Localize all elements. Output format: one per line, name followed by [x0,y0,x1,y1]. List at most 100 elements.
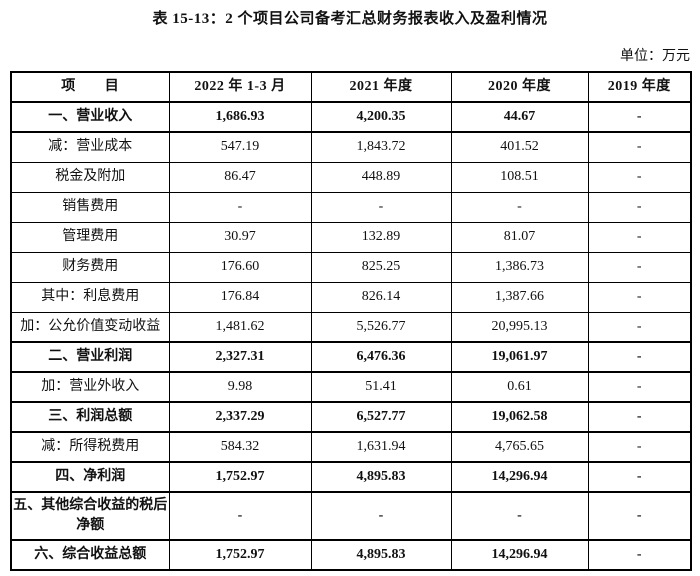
cell-value: - [168,191,312,223]
row-label: 其中：利息费用 [10,281,170,313]
financial-summary-table: 项 目 2022 年 1-3 月 2021 年度 2020 年度 2019 年度… [10,71,692,571]
row-label: 六、综合收益总额 [10,539,170,571]
cell-value: 4,895.83 [310,539,452,571]
cell-value: 176.84 [168,281,312,313]
cell-value: 1,387.66 [450,281,589,313]
cell-value: 14,296.94 [450,539,589,571]
table-row-other-comprehensive-income: 五、其他综合收益的税后净额 - - - - [10,491,692,541]
row-label: 减：所得税费用 [10,431,170,463]
cell-value: - [587,461,692,493]
row-label: 加：营业外收入 [10,371,170,403]
cell-value: 30.97 [168,221,312,253]
cell-value: 14,296.94 [450,461,589,493]
table-title: 表 15-13：2 个项目公司备考汇总财务报表收入及盈利情况 [152,11,548,27]
cell-value: 0.61 [450,371,589,403]
row-label: 加：公允价值变动收益 [10,311,170,343]
table-row-total-comprehensive-income: 六、综合收益总额 1,752.97 4,895.83 14,296.94 - [10,539,692,571]
cell-value: - [587,101,692,133]
cell-value: 547.19 [168,131,312,163]
cell-value: - [310,491,452,541]
cell-value: 826.14 [310,281,452,313]
cell-value: - [587,431,692,463]
cell-value: 1,843.72 [310,131,452,163]
row-label: 四、净利润 [10,461,170,493]
cell-value: - [587,161,692,193]
cell-value: - [587,401,692,433]
cell-value: - [587,221,692,253]
cell-value: 20,995.13 [450,311,589,343]
table-row-interest-expense: 其中：利息费用 176.84 826.14 1,387.66 - [10,281,692,313]
row-label: 管理费用 [10,221,170,253]
cell-value: 4,200.35 [310,101,452,133]
cell-value: - [587,491,692,541]
cell-value: 81.07 [450,221,589,253]
table-row-selling-expenses: 销售费用 - - - - [10,191,692,223]
cell-value: 6,527.77 [310,401,452,433]
cell-value: - [587,251,692,283]
cell-value: 44.67 [450,101,589,133]
table-row-operating-profit: 二、营业利润 2,327.31 6,476.36 19,061.97 - [10,341,692,373]
row-label: 三、利润总额 [10,401,170,433]
cell-value: 108.51 [450,161,589,193]
row-label: 减：营业成本 [10,131,170,163]
cell-value: - [587,191,692,223]
cell-value: 448.89 [310,161,452,193]
cell-value: 1,686.93 [168,101,312,133]
cell-value: 6,476.36 [310,341,452,373]
table-row-operating-revenue: 一、营业收入 1,686.93 4,200.35 44.67 - [10,101,692,133]
cell-value: 825.25 [310,251,452,283]
table-row-total-profit: 三、利润总额 2,337.29 6,527.77 19,062.58 - [10,401,692,433]
cell-value: 1,752.97 [168,539,312,571]
table-row-income-tax: 减：所得税费用 584.32 1,631.94 4,765.65 - [10,431,692,463]
table-row-operating-cost: 减：营业成本 547.19 1,843.72 401.52 - [10,131,692,163]
row-label: 销售费用 [10,191,170,223]
row-label: 二、营业利润 [10,341,170,373]
table-row-non-operating-income: 加：营业外收入 9.98 51.41 0.61 - [10,371,692,403]
cell-value: 4,895.83 [310,461,452,493]
row-label: 一、营业收入 [10,101,170,133]
cell-value: - [310,191,452,223]
cell-value: - [587,371,692,403]
row-label: 税金及附加 [10,161,170,193]
column-header-2019: 2019 年度 [587,71,692,103]
cell-value: - [587,311,692,343]
table-row-finance-expenses: 财务费用 176.60 825.25 1,386.73 - [10,251,692,283]
header-row: 项 目 2022 年 1-3 月 2021 年度 2020 年度 2019 年度 [10,71,692,103]
cell-value: 51.41 [310,371,452,403]
cell-value: 1,752.97 [168,461,312,493]
cell-value: 5,526.77 [310,311,452,343]
cell-value: 86.47 [168,161,312,193]
table-row-taxes-surcharges: 税金及附加 86.47 448.89 108.51 - [10,161,692,193]
cell-value: 584.32 [168,431,312,463]
table-row-net-profit: 四、净利润 1,752.97 4,895.83 14,296.94 - [10,461,692,493]
cell-value: 4,765.65 [450,431,589,463]
cell-value: 1,481.62 [168,311,312,343]
cell-value: - [587,131,692,163]
cell-value: - [168,491,312,541]
row-label: 五、其他综合收益的税后净额 [10,491,170,541]
cell-value: - [587,341,692,373]
cell-value: 19,061.97 [450,341,589,373]
cell-value: 132.89 [310,221,452,253]
column-header-2020: 2020 年度 [450,71,589,103]
cell-value: - [450,191,589,223]
row-label: 财务费用 [10,251,170,283]
column-header-item: 项 目 [10,71,170,103]
cell-value: 19,062.58 [450,401,589,433]
cell-value: 2,327.31 [168,341,312,373]
column-header-2022q1: 2022 年 1-3 月 [168,71,312,103]
cell-value: 401.52 [450,131,589,163]
cell-value: 9.98 [168,371,312,403]
cell-value: 176.60 [168,251,312,283]
cell-value: 2,337.29 [168,401,312,433]
cell-value: - [587,281,692,313]
table-row-fair-value-gains: 加：公允价值变动收益 1,481.62 5,526.77 20,995.13 - [10,311,692,343]
cell-value: - [587,539,692,571]
cell-value: - [450,491,589,541]
table-row-admin-expenses: 管理费用 30.97 132.89 81.07 - [10,221,692,253]
cell-value: 1,631.94 [310,431,452,463]
column-header-2021: 2021 年度 [310,71,452,103]
unit-note: 单位：万元 [620,49,690,64]
cell-value: 1,386.73 [450,251,589,283]
